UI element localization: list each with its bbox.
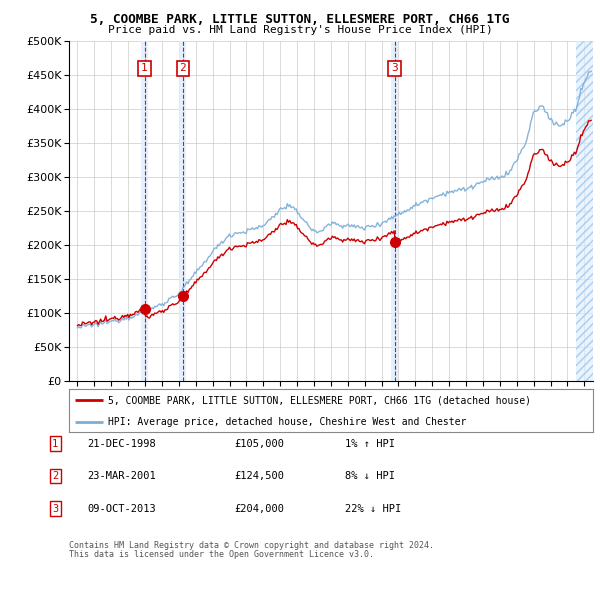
Bar [576,41,593,381]
Text: 22% ↓ HPI: 22% ↓ HPI [345,504,401,513]
Bar [576,41,593,381]
Text: 1% ↑ HPI: 1% ↑ HPI [345,439,395,448]
Text: Price paid vs. HM Land Registry's House Price Index (HPI): Price paid vs. HM Land Registry's House … [107,25,493,35]
Text: 23-MAR-2001: 23-MAR-2001 [87,471,156,481]
Text: 3: 3 [391,64,398,73]
Text: 1: 1 [141,64,148,73]
Text: 2: 2 [179,64,186,73]
Text: HPI: Average price, detached house, Cheshire West and Chester: HPI: Average price, detached house, Ches… [108,417,467,427]
Bar [141,41,148,381]
Text: 09-OCT-2013: 09-OCT-2013 [87,504,156,513]
Text: 5, COOMBE PARK, LITTLE SUTTON, ELLESMERE PORT, CH66 1TG: 5, COOMBE PARK, LITTLE SUTTON, ELLESMERE… [91,13,509,26]
Text: £124,500: £124,500 [234,471,284,481]
Text: £105,000: £105,000 [234,439,284,448]
Text: Contains HM Land Registry data © Crown copyright and database right 2024.: Contains HM Land Registry data © Crown c… [69,541,434,550]
Text: 8% ↓ HPI: 8% ↓ HPI [345,471,395,481]
Text: 2: 2 [52,471,58,481]
Text: 3: 3 [52,504,58,513]
Bar [179,41,186,381]
Text: 5, COOMBE PARK, LITTLE SUTTON, ELLESMERE PORT, CH66 1TG (detached house): 5, COOMBE PARK, LITTLE SUTTON, ELLESMERE… [108,395,531,405]
Text: £204,000: £204,000 [234,504,284,513]
Text: 21-DEC-1998: 21-DEC-1998 [87,439,156,448]
Bar [391,41,398,381]
Text: 1: 1 [52,439,58,448]
Text: This data is licensed under the Open Government Licence v3.0.: This data is licensed under the Open Gov… [69,550,374,559]
